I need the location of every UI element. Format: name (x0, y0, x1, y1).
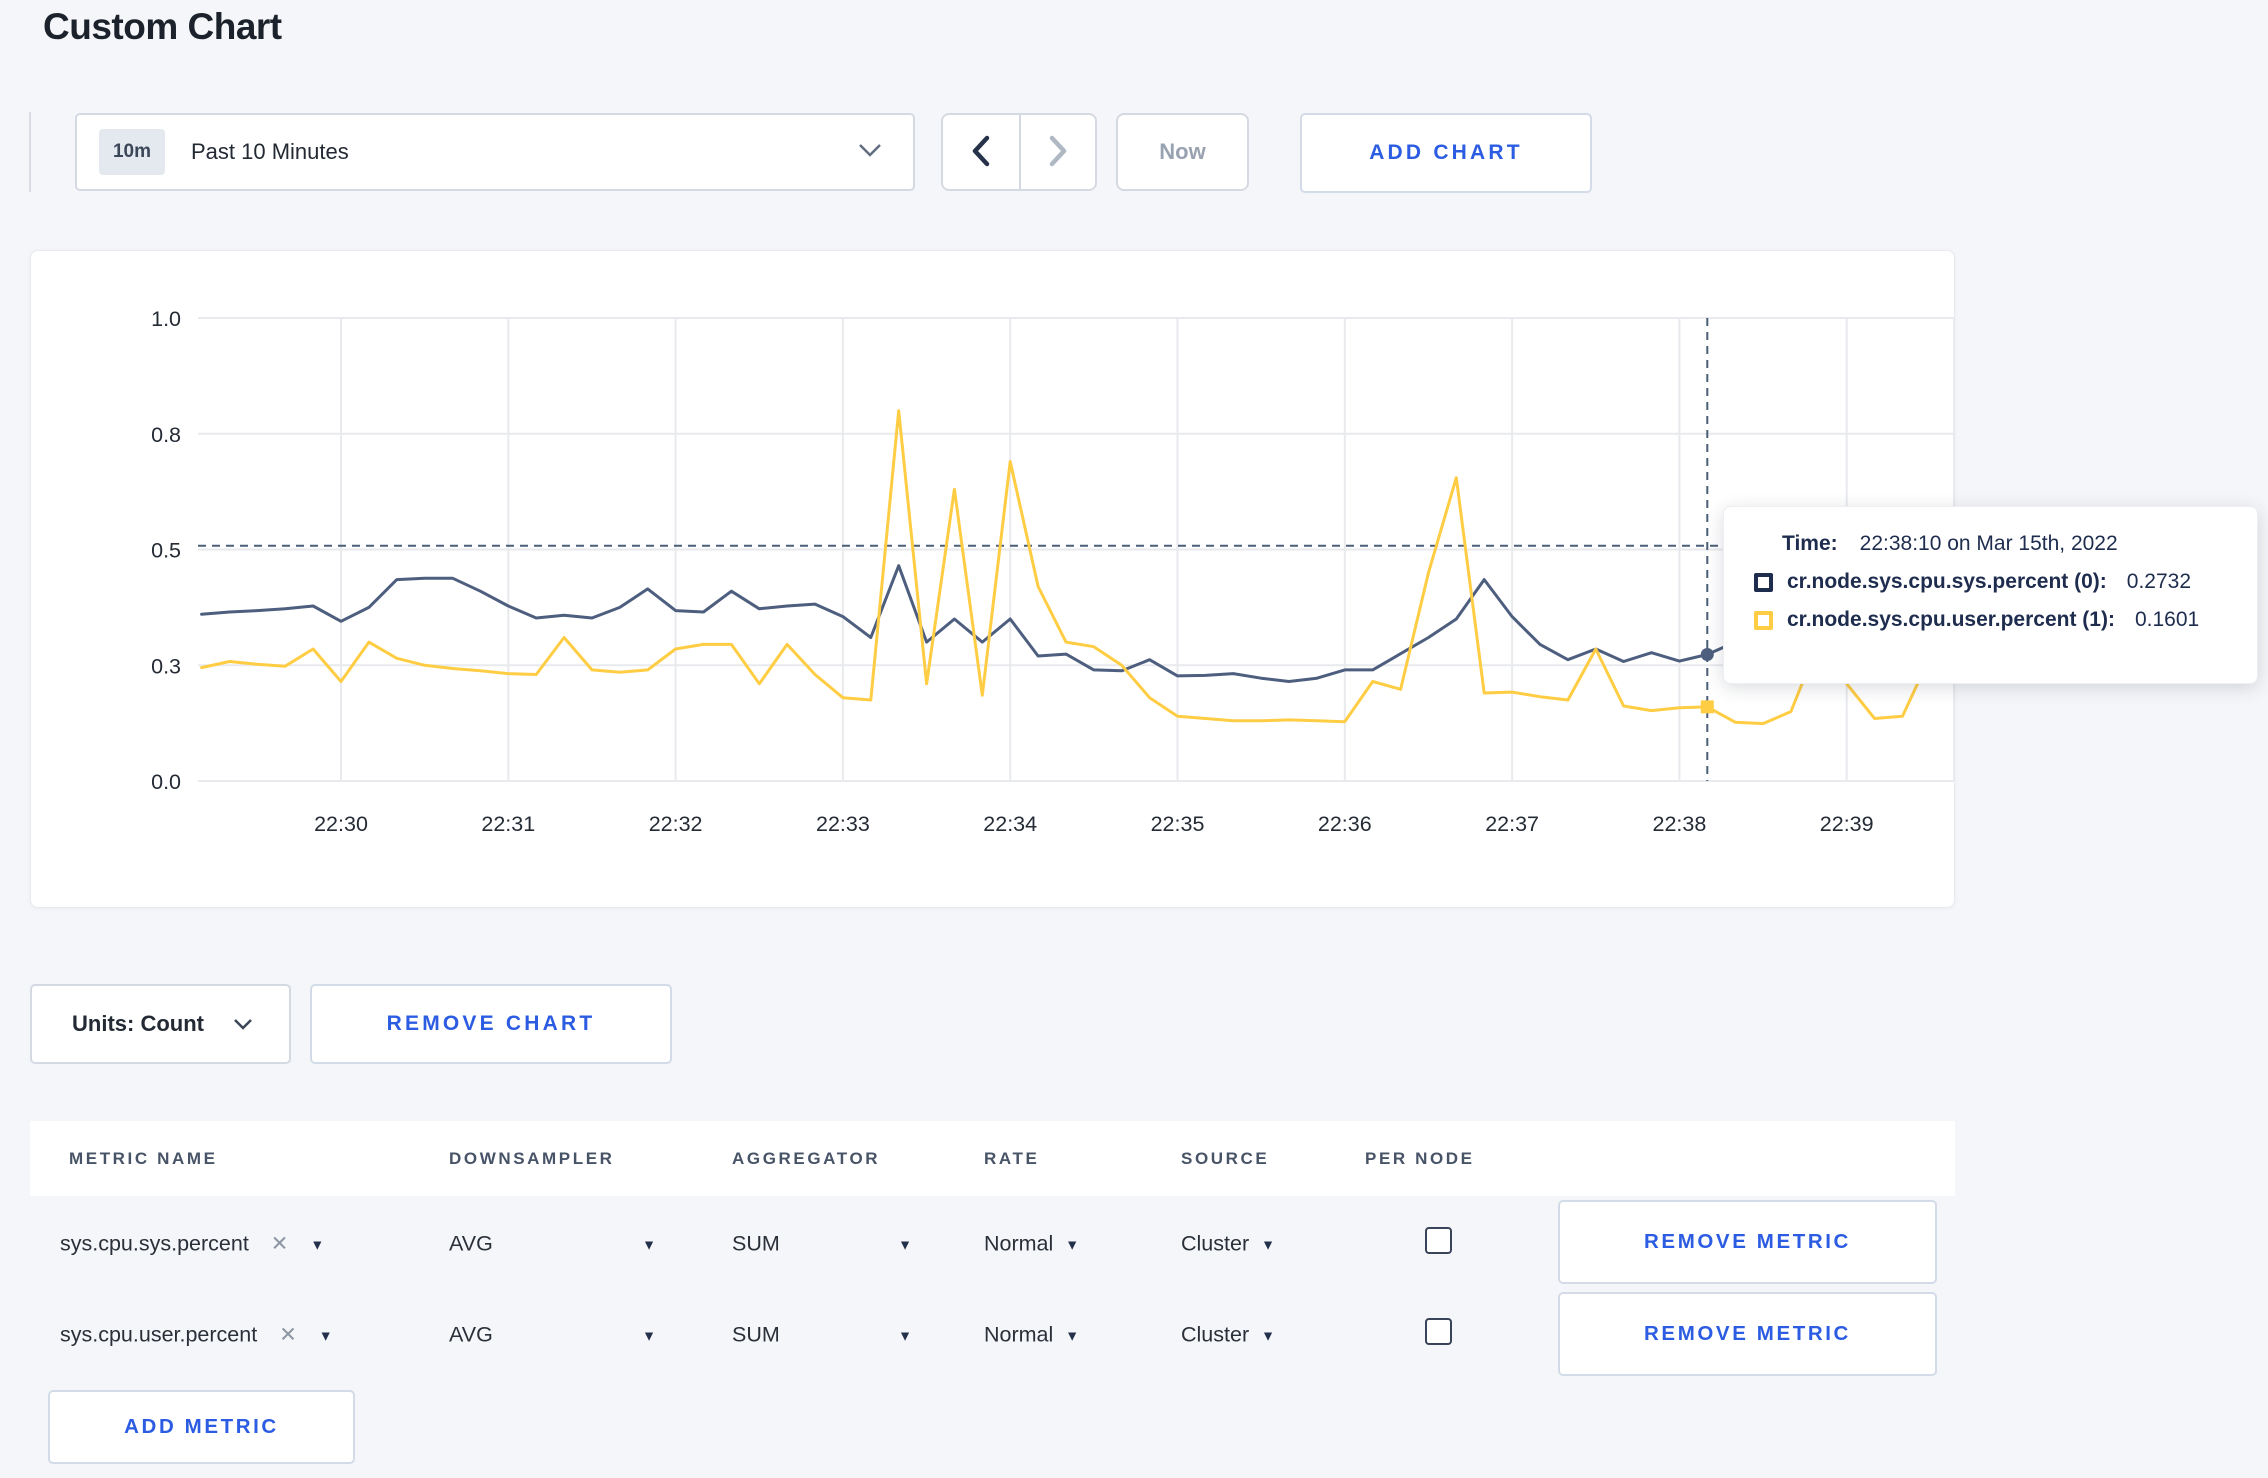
chevron-left-icon (970, 135, 992, 170)
tooltip-series-label: cr.node.sys.cpu.sys.percent (0): (1787, 570, 2107, 593)
svg-text:0.0: 0.0 (151, 770, 181, 794)
caret-down-icon: ▼ (310, 1236, 325, 1252)
aggregator-value: SUM (732, 1322, 780, 1347)
svg-text:0.3: 0.3 (151, 654, 181, 678)
caret-down-icon: ▼ (1065, 1327, 1080, 1343)
per-node-checkbox[interactable] (1425, 1318, 1452, 1345)
chart-plot[interactable]: 0.0 0.3 0.5 0.8 1.0 22:30 22:31 22:32 22:33 22:34… (31, 251, 1956, 909)
tooltip-time-value: 22:38:10 on Mar 15th, 2022 (1859, 532, 2118, 555)
svg-text:22:31: 22:31 (481, 812, 535, 836)
aggregator-select[interactable]: SUM ▼ (732, 1323, 912, 1348)
tooltip-time-row: Time: 22:38:10 on Mar 15th, 2022 (1782, 532, 2227, 556)
next-time-button[interactable] (1019, 115, 1095, 189)
chevron-right-icon (1047, 135, 1069, 170)
units-label: Units: Count (72, 1011, 204, 1036)
metric-name-value: sys.cpu.user.percent (60, 1322, 258, 1347)
tooltip-series-row: cr.node.sys.cpu.sys.percent (0): 0.2732 (1754, 570, 2227, 594)
time-range-select[interactable]: 10m Past 10 Minutes (75, 113, 915, 191)
tooltip-series-value: 0.2732 (2126, 570, 2192, 593)
svg-text:22:37: 22:37 (1485, 812, 1539, 836)
rate-value: Normal (984, 1322, 1054, 1347)
caret-down-icon: ▼ (898, 1236, 912, 1252)
svg-text:1.0: 1.0 (151, 307, 181, 331)
per-node-checkbox[interactable] (1425, 1227, 1452, 1254)
downsampler-value: AVG (449, 1231, 493, 1256)
source-value: Cluster (1181, 1322, 1250, 1347)
source-select[interactable]: Cluster ▼ (1181, 1232, 1275, 1257)
metric-name-select[interactable]: sys.cpu.user.percent ✕ ▼ (60, 1323, 333, 1348)
series-user-swatch-icon (1754, 610, 1773, 630)
downsampler-select[interactable]: AVG ▼ (449, 1323, 656, 1348)
metric-name-value: sys.cpu.sys.percent (60, 1231, 249, 1256)
chevron-down-icon (233, 1011, 253, 1037)
metrics-table-header: METRIC NAME DOWNSAMPLER AGGREGATOR RATE … (30, 1121, 1955, 1196)
col-metric-name: METRIC NAME (69, 1148, 218, 1168)
col-source: SOURCE (1181, 1148, 1270, 1168)
caret-down-icon: ▼ (1261, 1327, 1275, 1343)
caret-down-icon: ▼ (642, 1236, 656, 1252)
svg-text:0.5: 0.5 (151, 539, 181, 563)
col-aggregator: AGGREGATOR (732, 1148, 881, 1168)
rate-value: Normal (984, 1231, 1054, 1256)
caret-down-icon: ▼ (1065, 1236, 1080, 1252)
aggregator-value: SUM (732, 1231, 780, 1256)
svg-text:22:39: 22:39 (1820, 812, 1874, 836)
downsampler-select[interactable]: AVG ▼ (449, 1232, 656, 1257)
close-icon[interactable]: ✕ (279, 1323, 297, 1347)
svg-text:22:33: 22:33 (816, 812, 870, 836)
svg-text:0.8: 0.8 (151, 423, 181, 447)
prev-time-button[interactable] (943, 115, 1019, 189)
tooltip-series-row: cr.node.sys.cpu.user.percent (1): 0.1601 (1754, 608, 2227, 632)
rate-select[interactable]: Normal ▼ (984, 1232, 1079, 1257)
toolbar-divider (29, 112, 31, 192)
svg-text:22:34: 22:34 (983, 812, 1037, 836)
col-rate: RATE (984, 1148, 1040, 1168)
col-downsampler: DOWNSAMPLER (449, 1148, 615, 1168)
now-button[interactable]: Now (1116, 113, 1249, 191)
chart-hover-tooltip: Time: 22:38:10 on Mar 15th, 2022 cr.node… (1723, 506, 2258, 684)
chevron-down-icon (857, 141, 883, 164)
tooltip-series-value: 0.1601 (2134, 608, 2200, 631)
downsampler-value: AVG (449, 1322, 493, 1347)
svg-text:22:38: 22:38 (1652, 812, 1706, 836)
tooltip-series-label: cr.node.sys.cpu.user.percent (1): (1787, 608, 2115, 631)
remove-metric-button[interactable]: REMOVE METRIC (1558, 1292, 1937, 1376)
rate-select[interactable]: Normal ▼ (984, 1323, 1079, 1348)
svg-text:22:36: 22:36 (1318, 812, 1372, 836)
time-window-label: Past 10 Minutes (191, 139, 349, 164)
caret-down-icon: ▼ (642, 1327, 656, 1343)
svg-text:22:32: 22:32 (649, 812, 703, 836)
caret-down-icon: ▼ (318, 1327, 333, 1343)
add-metric-button[interactable]: ADD METRIC (48, 1390, 355, 1464)
col-per-node: PER NODE (1365, 1148, 1475, 1168)
chart-card: 0.0 0.3 0.5 0.8 1.0 22:30 22:31 22:32 22:33 22:34… (30, 250, 1955, 908)
caret-down-icon: ▼ (898, 1327, 912, 1343)
add-chart-button[interactable]: ADD CHART (1300, 113, 1592, 193)
svg-text:22:30: 22:30 (314, 812, 368, 836)
time-window-badge: 10m (99, 129, 165, 175)
time-nav-group (941, 113, 1097, 191)
aggregator-select[interactable]: SUM ▼ (732, 1232, 912, 1257)
caret-down-icon: ▼ (1261, 1236, 1275, 1252)
tooltip-time-label: Time: (1782, 532, 1838, 555)
source-select[interactable]: Cluster ▼ (1181, 1323, 1275, 1348)
remove-metric-button[interactable]: REMOVE METRIC (1558, 1200, 1937, 1284)
remove-chart-button[interactable]: REMOVE CHART (310, 984, 672, 1064)
units-select[interactable]: Units: Count (30, 984, 291, 1064)
svg-text:22:35: 22:35 (1151, 812, 1205, 836)
source-value: Cluster (1181, 1231, 1250, 1256)
metric-name-select[interactable]: sys.cpu.sys.percent ✕ ▼ (60, 1232, 324, 1257)
series-sys-swatch-icon (1754, 572, 1773, 592)
close-icon[interactable]: ✕ (270, 1232, 289, 1256)
page-title: Custom Chart (43, 6, 282, 47)
